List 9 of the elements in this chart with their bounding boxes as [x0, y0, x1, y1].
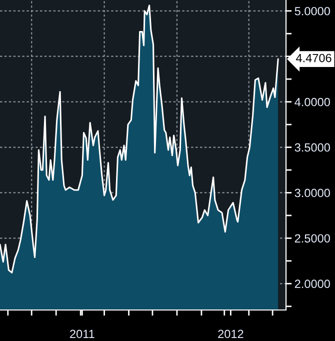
y-tick-label: 2.5000: [294, 234, 330, 243]
y-tick-label: 2.0000: [294, 280, 330, 288]
y-tick-label: 4.0000: [294, 98, 330, 106]
x-tick-label: 2011: [70, 330, 94, 338]
y-tick-label: 5.0000: [294, 6, 330, 16]
annotation: 4.4706: [296, 54, 332, 62]
y-tick-label: 3.5000: [294, 143, 330, 152]
x-tick-label: 2012: [218, 330, 244, 338]
y-tick-label: 3.0000: [294, 188, 330, 198]
